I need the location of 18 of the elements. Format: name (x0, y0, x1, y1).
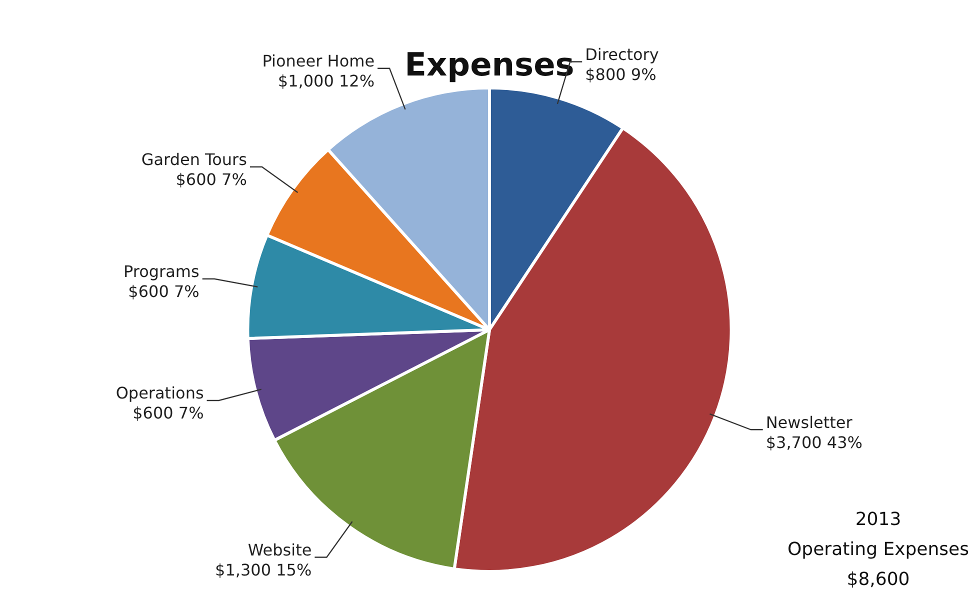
slice-label: Website (248, 540, 312, 560)
data-label: $600 7% (132, 404, 204, 423)
slice-label: Pioneer Home (262, 52, 375, 71)
slice-label: Garden Tours (141, 150, 247, 170)
data-label: $1,000 12% (278, 72, 375, 91)
text: 2013 (854, 508, 902, 532)
slice-label: Directory (585, 44, 659, 64)
text: Operating Expenses (788, 538, 969, 562)
data-label: $800 9% (585, 64, 656, 84)
data-label: $3,700 43% (766, 432, 862, 452)
data-label: $600 7% (128, 282, 200, 302)
slice-label: Newsletter (766, 412, 853, 432)
chart-title: Expenses (404, 46, 574, 84)
data-label: $600 7% (176, 170, 247, 190)
data-label: $1,300 15% (215, 560, 312, 580)
slice-label: Programs (124, 262, 200, 282)
slice-label: Operations (116, 384, 204, 403)
text: $8,600 (846, 568, 911, 592)
